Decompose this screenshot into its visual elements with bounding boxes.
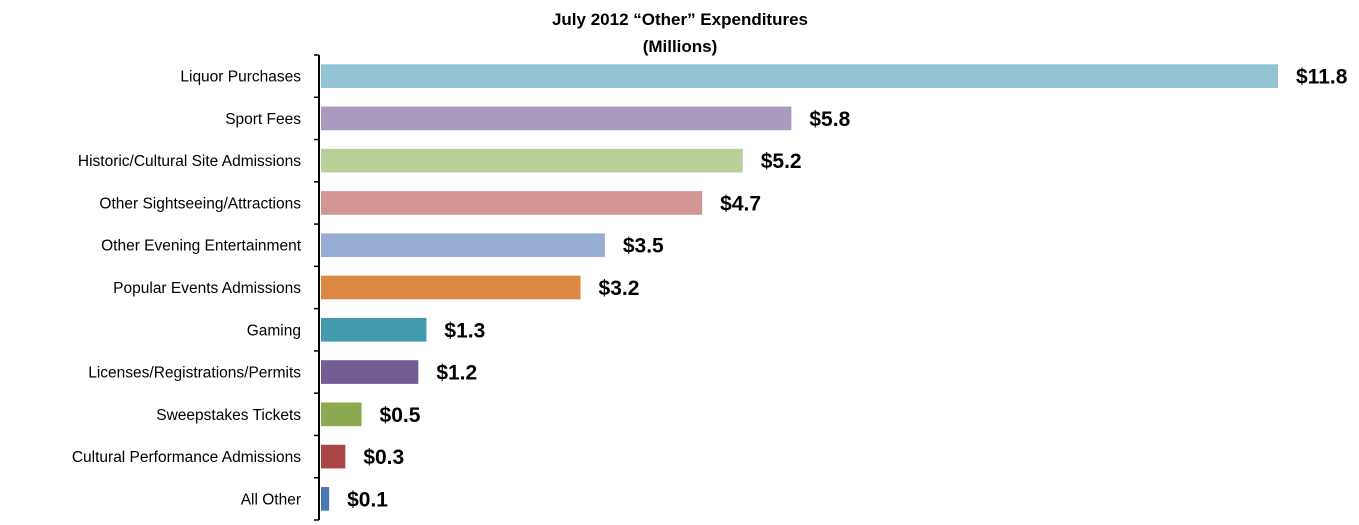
bar xyxy=(321,233,605,258)
category-label: Licenses/Registrations/Permits xyxy=(88,365,301,382)
category-label: Gaming xyxy=(247,322,301,339)
bar xyxy=(321,444,346,469)
bar xyxy=(321,402,362,427)
category-label: Cultural Performance Admissions xyxy=(72,449,301,466)
bar xyxy=(321,275,581,300)
data-label: $0.5 xyxy=(380,404,421,427)
bar xyxy=(321,148,743,173)
data-label: $1.2 xyxy=(436,362,477,385)
bars-group: Liquor Purchases $11.8 Sport Fees $5.8 Histo… xyxy=(72,64,1348,511)
data-label: $3.5 xyxy=(623,235,664,258)
category-label: Historic/Cultural Site Admissions xyxy=(78,153,301,170)
data-label: $0.3 xyxy=(363,446,404,469)
category-label: All Other xyxy=(241,491,301,508)
bar xyxy=(321,487,330,511)
data-label: $3.2 xyxy=(599,277,640,300)
category-label: Sport Fees xyxy=(225,111,301,128)
bar xyxy=(321,360,419,384)
data-label: $5.8 xyxy=(809,108,850,131)
chart-title: July 2012 “Other” Expenditures xyxy=(552,10,808,29)
category-label: Popular Events Admissions xyxy=(113,280,301,297)
bar xyxy=(321,317,427,342)
data-label: $4.7 xyxy=(720,192,761,215)
category-label: Liquor Purchases xyxy=(180,69,301,86)
data-label: $5.2 xyxy=(761,150,802,173)
data-label: $1.3 xyxy=(444,319,485,342)
category-label: Sweepstakes Tickets xyxy=(156,407,301,424)
category-label: Other Evening Entertainment xyxy=(101,238,302,255)
category-label: Other Sightseeing/Attractions xyxy=(99,195,301,212)
y-axis xyxy=(314,54,320,521)
data-label: $0.1 xyxy=(347,488,388,511)
bar xyxy=(321,106,792,131)
bar xyxy=(321,64,1278,88)
data-label: $11.8 xyxy=(1296,66,1348,89)
bar xyxy=(321,191,703,215)
chart-subtitle: (Millions) xyxy=(643,37,718,56)
